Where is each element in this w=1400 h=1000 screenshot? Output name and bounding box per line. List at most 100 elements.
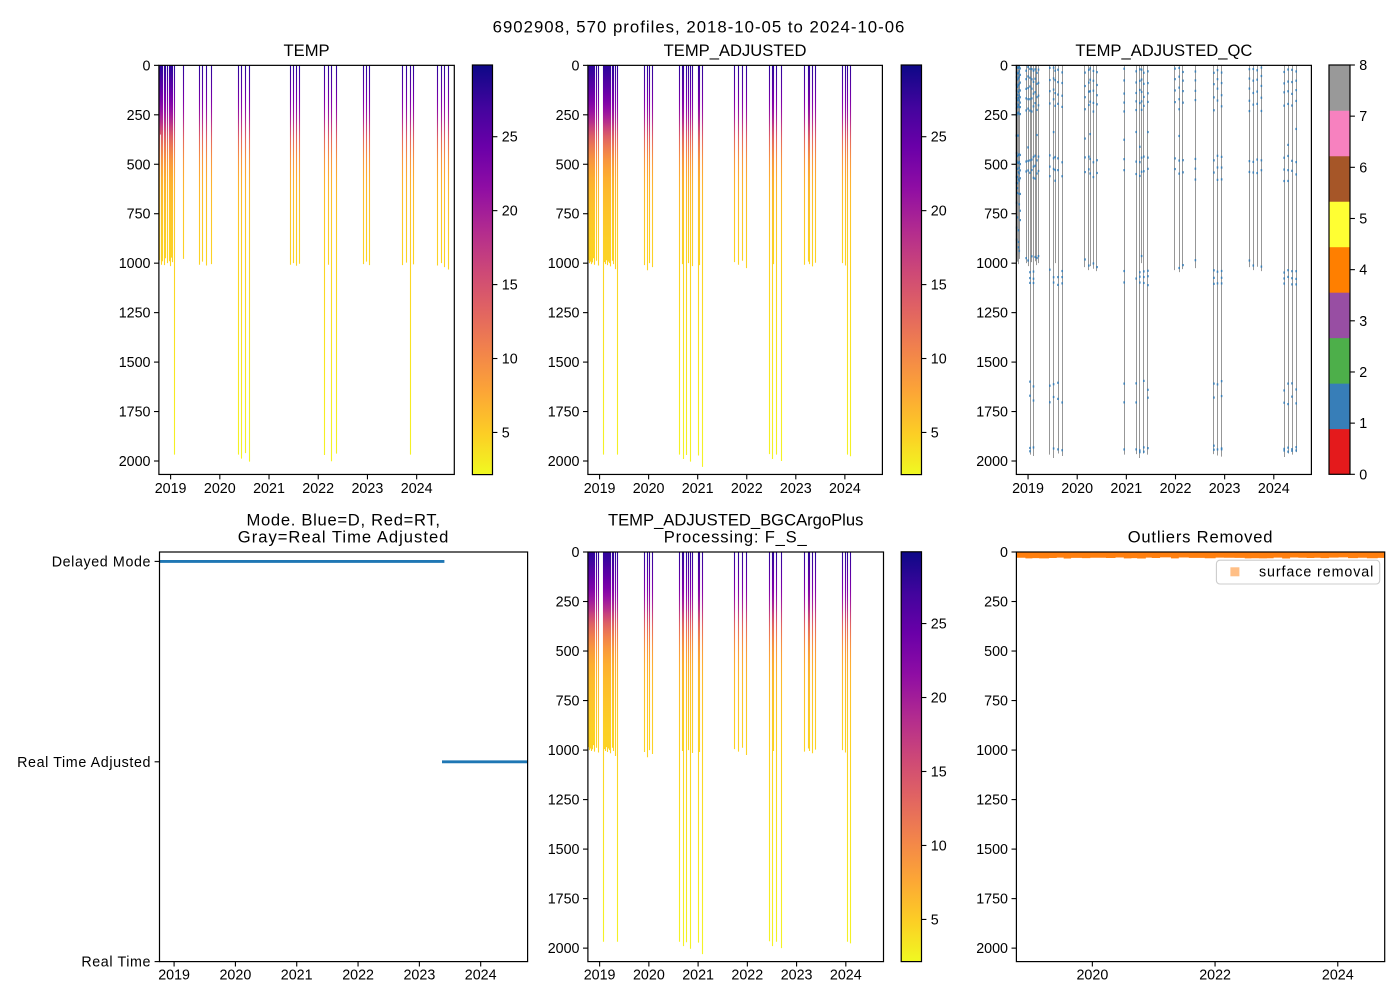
svg-text:0: 0 [1359,467,1367,483]
svg-text:Real Time Adjusted: Real Time Adjusted [17,755,151,771]
svg-text:2019: 2019 [1012,481,1044,497]
svg-text:500: 500 [556,644,580,660]
svg-text:500: 500 [127,157,151,173]
svg-text:1500: 1500 [548,842,580,858]
svg-text:2: 2 [1359,365,1367,381]
svg-text:3: 3 [1359,314,1367,330]
svg-text:1: 1 [1359,416,1367,432]
svg-text:2024: 2024 [1322,968,1354,984]
svg-text:5: 5 [502,426,510,442]
svg-text:2000: 2000 [119,454,151,470]
svg-text:1250: 1250 [119,306,151,322]
svg-text:10: 10 [931,839,947,855]
svg-text:10: 10 [502,352,518,368]
svg-text:5: 5 [931,912,939,928]
svg-text:2000: 2000 [548,941,580,957]
svg-text:TEMP_ADJUSTED_QC: TEMP_ADJUSTED_QC [1075,41,1252,60]
svg-text:500: 500 [984,644,1008,660]
svg-text:0: 0 [572,545,580,561]
svg-text:2021: 2021 [682,968,714,984]
svg-text:1750: 1750 [976,405,1008,421]
svg-text:4: 4 [1359,263,1367,279]
svg-text:2024: 2024 [401,481,433,497]
svg-text:1750: 1750 [548,892,580,908]
svg-text:2000: 2000 [976,941,1008,957]
svg-text:15: 15 [931,278,947,294]
svg-text:0: 0 [143,58,151,74]
svg-text:750: 750 [984,207,1008,223]
svg-text:20: 20 [502,204,518,220]
svg-text:2019: 2019 [158,968,190,984]
svg-text:2022: 2022 [731,968,763,984]
svg-text:2021: 2021 [1110,481,1142,497]
svg-text:2020: 2020 [633,968,665,984]
svg-text:Outliers Removed: Outliers Removed [1128,528,1274,547]
svg-text:2019: 2019 [155,481,187,497]
svg-text:500: 500 [556,157,580,173]
svg-text:1000: 1000 [976,743,1008,759]
svg-text:Processing: F_S_: Processing: F_S_ [664,528,808,547]
svg-text:2023: 2023 [1209,481,1241,497]
svg-text:TEMP_ADJUSTED: TEMP_ADJUSTED [664,41,807,60]
svg-text:surface removal: surface removal [1259,565,1374,581]
svg-text:2019: 2019 [584,968,616,984]
svg-text:20: 20 [931,204,947,220]
svg-text:250: 250 [556,595,580,611]
svg-text:2024: 2024 [1258,481,1290,497]
svg-text:2000: 2000 [548,454,580,470]
svg-text:2023: 2023 [403,968,435,984]
svg-text:2021: 2021 [253,481,285,497]
svg-text:TEMP_ADJUSTED_BGCArgoPlus: TEMP_ADJUSTED_BGCArgoPlus [608,510,863,529]
svg-text:750: 750 [127,207,151,223]
svg-text:1000: 1000 [548,743,580,759]
svg-text:5: 5 [1359,212,1367,228]
svg-text:6902908, 570 profiles, 2018-10: 6902908, 570 profiles, 2018-10-05 to 202… [493,18,906,37]
svg-text:2022: 2022 [1160,481,1192,497]
svg-text:250: 250 [984,595,1008,611]
svg-text:6: 6 [1359,160,1367,176]
svg-text:25: 25 [502,130,518,146]
svg-text:250: 250 [984,108,1008,124]
svg-text:8: 8 [1359,58,1367,74]
svg-text:2024: 2024 [830,968,862,984]
svg-text:500: 500 [984,157,1008,173]
svg-text:250: 250 [556,108,580,124]
svg-text:1500: 1500 [119,355,151,371]
svg-text:2023: 2023 [351,481,383,497]
svg-text:250: 250 [127,108,151,124]
svg-text:2021: 2021 [682,481,714,497]
svg-text:Real Time: Real Time [81,955,151,971]
svg-text:1500: 1500 [976,355,1008,371]
svg-text:1250: 1250 [976,793,1008,809]
svg-text:2021: 2021 [281,968,313,984]
svg-text:1000: 1000 [976,256,1008,272]
svg-text:1250: 1250 [548,793,580,809]
svg-text:750: 750 [556,207,580,223]
svg-text:1750: 1750 [548,405,580,421]
svg-text:2023: 2023 [780,481,812,497]
svg-text:1000: 1000 [548,256,580,272]
svg-text:25: 25 [931,130,947,146]
svg-text:5: 5 [931,426,939,442]
svg-text:7: 7 [1359,109,1367,125]
svg-text:1250: 1250 [976,306,1008,322]
svg-text:2000: 2000 [976,454,1008,470]
svg-text:2023: 2023 [781,968,813,984]
svg-text:0: 0 [1000,58,1008,74]
svg-text:1000: 1000 [119,256,151,272]
svg-text:15: 15 [931,765,947,781]
svg-text:2020: 2020 [219,968,251,984]
svg-text:15: 15 [502,278,518,294]
svg-text:Mode. Blue=D, Red=RT,: Mode. Blue=D, Red=RT, [246,510,440,529]
svg-text:0: 0 [572,58,580,74]
svg-text:Delayed Mode: Delayed Mode [52,554,151,570]
svg-text:Gray=Real Time Adjusted: Gray=Real Time Adjusted [238,528,450,547]
svg-text:1750: 1750 [119,405,151,421]
svg-text:2022: 2022 [731,481,763,497]
svg-text:2024: 2024 [465,968,497,984]
svg-text:1500: 1500 [976,842,1008,858]
svg-text:TEMP: TEMP [284,41,330,60]
svg-text:2019: 2019 [584,481,616,497]
svg-text:2020: 2020 [633,481,665,497]
svg-text:2020: 2020 [1061,481,1093,497]
